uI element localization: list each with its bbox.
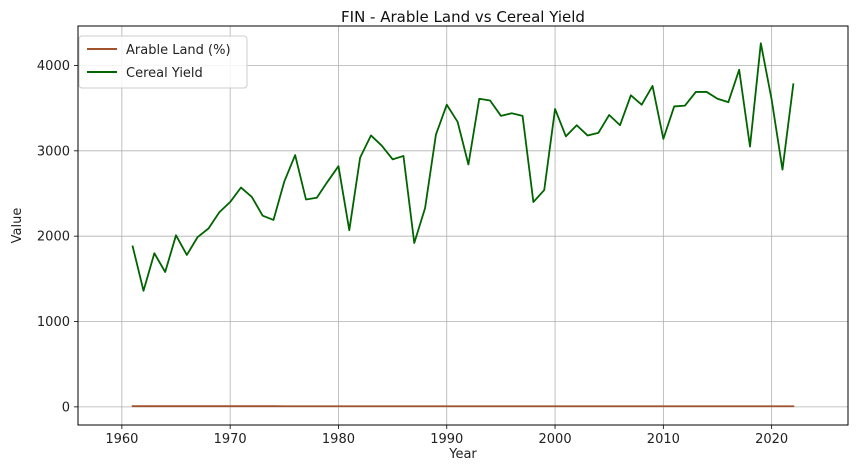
x-tick-label: 1970 (214, 432, 247, 447)
y-tick-label: 4000 (37, 59, 70, 74)
y-axis-ticks: 0 1000 2000 3000 4000 (37, 59, 78, 415)
y-tick-label: 3000 (37, 144, 70, 159)
legend: Arable Land (%) Cereal Yield (78, 35, 248, 89)
x-tick-label: 2000 (539, 432, 572, 447)
y-axis-label: Value (10, 208, 25, 244)
legend-label-arable-land: Arable Land (%) (126, 43, 231, 58)
series-layer (131, 42, 795, 408)
x-axis-ticks: 1960 1970 1980 1990 2000 2010 2020 (105, 425, 788, 447)
series-line-cereal-yield (131, 42, 795, 292)
x-tick-label: 1990 (430, 432, 463, 447)
chart-title: FIN - Arable Land vs Cereal Yield (341, 8, 585, 26)
legend-box (78, 35, 248, 89)
y-tick-label: 2000 (37, 230, 70, 245)
plot-frame (77, 25, 849, 426)
x-tick-label: 2020 (755, 432, 788, 447)
x-tick-label: 1960 (105, 432, 138, 447)
legend-label-cereal-yield: Cereal Yield (126, 66, 203, 81)
x-tick-label: 2010 (647, 432, 680, 447)
y-tick-label: 1000 (37, 315, 70, 330)
x-axis-label: Year (448, 447, 477, 462)
y-tick-label: 0 (62, 400, 70, 415)
x-tick-label: 1980 (322, 432, 355, 447)
